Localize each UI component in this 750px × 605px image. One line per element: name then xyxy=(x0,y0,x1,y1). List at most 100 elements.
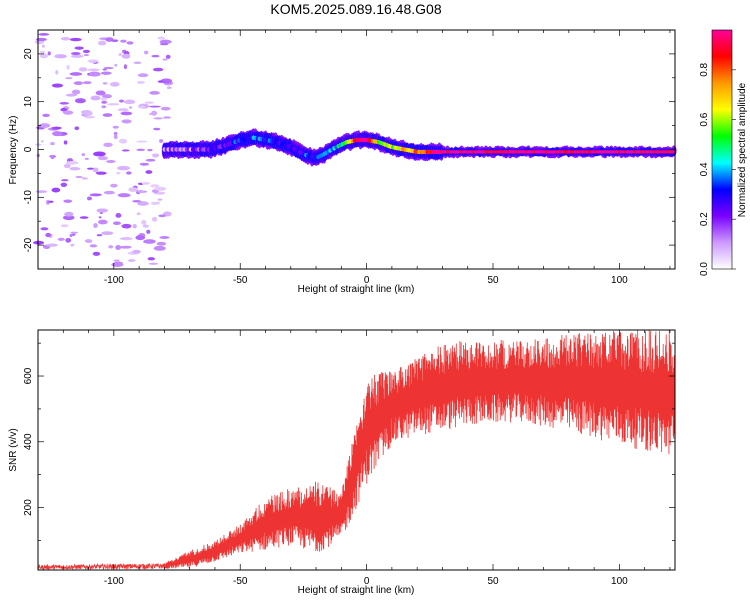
noise-blob xyxy=(81,177,88,180)
noise-blob xyxy=(47,51,51,56)
noise-blob xyxy=(73,81,84,86)
noise-blob xyxy=(86,196,93,201)
snr-y-label: SNR (v/v) xyxy=(8,428,19,471)
snr-marks xyxy=(38,330,675,570)
noise-blob xyxy=(156,201,160,205)
noise-blob xyxy=(74,126,80,131)
noise-blob xyxy=(118,53,122,56)
noise-blob xyxy=(62,215,75,221)
noise-blob xyxy=(132,249,141,254)
x-tick-label: -100 xyxy=(104,576,124,587)
noise-blob xyxy=(97,219,108,225)
noise-blob xyxy=(101,100,108,104)
noise-blob xyxy=(38,33,50,36)
noise-blob xyxy=(145,170,153,174)
noise-blob xyxy=(121,223,132,229)
colorbar-tick-label: 0.0 xyxy=(699,262,710,276)
noise-blob xyxy=(35,37,47,42)
noise-blob xyxy=(93,223,98,228)
noise-blob xyxy=(151,153,160,158)
noise-blob xyxy=(151,54,160,58)
noise-blob xyxy=(153,127,161,131)
snr-panel: -100 -50 0 50 100 200 400 600 Height of straig… xyxy=(8,329,676,596)
spectrogram-y-label: Frequency (Hz) xyxy=(8,116,19,185)
noise-blob xyxy=(151,110,158,116)
noise-blob xyxy=(144,50,149,55)
noise-blob xyxy=(57,237,65,241)
noise-blob xyxy=(71,89,81,95)
x-tick-label: 50 xyxy=(487,275,499,286)
noise-blob xyxy=(166,86,172,90)
noise-blob xyxy=(112,125,119,129)
noise-blob xyxy=(103,190,115,195)
noise-blob xyxy=(82,81,92,85)
noise-blob xyxy=(72,233,76,236)
x-tick-label: 0 xyxy=(364,275,370,286)
noise-blob xyxy=(40,227,49,231)
noise-blob xyxy=(46,243,58,247)
noise-blob xyxy=(128,187,138,192)
spectrogram-x-label: Height of straight line (km) xyxy=(298,284,415,295)
noise-blob xyxy=(154,186,167,191)
noise-blob xyxy=(151,216,158,222)
y-tick-label: 0 xyxy=(23,146,34,152)
noise-blob xyxy=(103,142,113,148)
noise-blob xyxy=(148,262,159,265)
noise-blob xyxy=(123,64,128,70)
noise-blob xyxy=(95,90,106,96)
noise-blob xyxy=(45,232,52,238)
noise-blob xyxy=(141,219,147,225)
noise-blob xyxy=(156,241,167,246)
noise-blob xyxy=(92,167,99,173)
noise-blob xyxy=(54,54,67,59)
spectrogram-marks xyxy=(33,33,677,267)
noise-blob xyxy=(98,216,102,219)
noise-blob xyxy=(63,163,71,169)
noise-blob xyxy=(118,138,128,144)
noise-blob xyxy=(136,140,148,143)
x-tick-label: -50 xyxy=(233,576,248,587)
noise-blob xyxy=(78,67,88,72)
noise-blob xyxy=(63,199,73,203)
noise-blob xyxy=(98,40,107,46)
noise-blob xyxy=(160,106,171,111)
spectrogram-x-ticks: -100 -50 0 50 100 xyxy=(37,30,671,286)
noise-blob xyxy=(84,115,96,119)
noise-blob xyxy=(69,37,82,42)
noise-blob xyxy=(123,99,136,105)
noise-blob xyxy=(88,71,101,77)
noise-blob xyxy=(107,103,120,106)
snr-series-line xyxy=(38,330,675,570)
noise-blob xyxy=(135,235,146,241)
noise-blob xyxy=(102,82,108,85)
spectrogram-noise xyxy=(33,33,174,267)
noise-blob xyxy=(136,212,141,216)
y-tick-label: -10 xyxy=(23,190,34,205)
noise-blob xyxy=(62,110,74,115)
noise-blob xyxy=(146,229,151,234)
noise-blob xyxy=(137,189,145,194)
noise-blob xyxy=(60,224,69,228)
noise-blob xyxy=(133,61,142,65)
noise-blob xyxy=(132,199,142,203)
noise-blob xyxy=(100,97,107,102)
noise-blob xyxy=(75,175,83,179)
noise-blob xyxy=(70,54,84,58)
noise-blob xyxy=(132,224,137,229)
noise-blob xyxy=(127,259,136,262)
y-tick-label: 600 xyxy=(23,367,34,384)
noise-blob xyxy=(162,58,168,61)
noise-blob xyxy=(159,139,164,143)
noise-blob xyxy=(50,141,55,146)
noise-blob xyxy=(82,111,93,116)
noise-blob xyxy=(42,113,50,117)
noise-blob xyxy=(84,157,89,160)
noise-blob xyxy=(144,101,154,104)
noise-blob xyxy=(70,243,75,247)
noise-blob xyxy=(147,257,155,261)
noise-blob xyxy=(65,93,77,97)
noise-blob xyxy=(102,113,113,117)
noise-blob xyxy=(86,167,95,170)
